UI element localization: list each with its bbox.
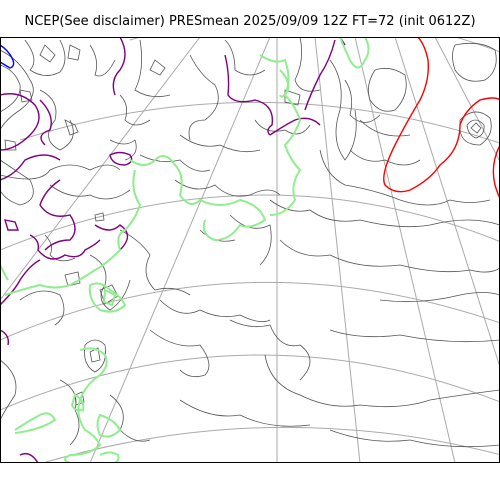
latitude-line <box>19 101 500 144</box>
latitude-line <box>0 354 500 411</box>
green-contours <box>0 37 370 463</box>
longitude-line <box>89 37 271 463</box>
graticule <box>0 37 500 463</box>
longitude-line <box>354 37 456 463</box>
latitude-line <box>41 426 500 463</box>
isobars <box>0 37 500 448</box>
longitude-line <box>0 37 201 301</box>
blue-contours <box>0 44 15 69</box>
latitude-line <box>129 37 500 53</box>
longitude-line <box>314 37 361 463</box>
latitude-line <box>0 281 500 341</box>
longitude-line <box>434 37 500 163</box>
red-contours <box>383 37 500 199</box>
map-title: NCEP(See disclaimer) PRESmean 2025/09/09… <box>24 14 476 29</box>
purple-contours <box>0 37 346 463</box>
